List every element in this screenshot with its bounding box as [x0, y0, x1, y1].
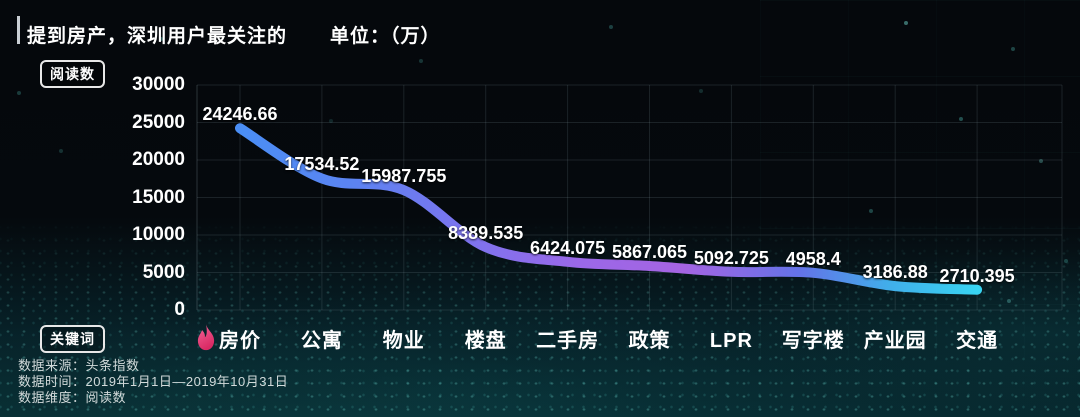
y-tick-label: 10000	[132, 224, 185, 245]
x-axis-label: 房价	[219, 330, 261, 352]
x-axis-label: LPR	[709, 330, 753, 352]
data-label: 5092.725	[693, 247, 769, 268]
data-label: 5867.065	[611, 241, 688, 262]
title-accent-bar	[17, 16, 20, 44]
trend-line	[235, 123, 983, 295]
data-label: 15987.755	[361, 166, 447, 187]
data-label: 6424.075	[530, 237, 606, 258]
data-label: 8389.535	[448, 223, 524, 244]
data-label: 17534.52	[284, 154, 360, 175]
x-axis-label: 政策	[628, 330, 671, 352]
y-tick-label: 5000	[142, 261, 185, 283]
data-label: 2710.395	[939, 265, 1015, 286]
x-axis-label: 楼盘	[464, 330, 507, 352]
flame-icon	[197, 324, 215, 351]
footer-meta: 数据来源：头条指数 数据时间：2019年1月1日—2019年10月31日 数据维…	[18, 358, 288, 406]
x-axis-label: 写字楼	[781, 330, 845, 352]
x-axis-label: 产业园	[863, 330, 927, 352]
x-axis-label: 二手房	[536, 330, 600, 352]
x-axis-label: 物业	[382, 330, 425, 352]
data-label: 4958.4	[785, 248, 841, 269]
y-tick-label: 25000	[132, 111, 185, 133]
y-axis-badge: 阅读数	[40, 60, 105, 88]
y-tick-label: 20000	[132, 149, 185, 170]
unit-label: 单位：（万）	[330, 26, 441, 47]
data-dimension: 数据维度：阅读数	[18, 390, 127, 405]
x-axis-badge: 关键词	[40, 325, 105, 353]
page-title: 提到房产，深圳用户最关注的	[27, 26, 288, 47]
x-axis-label: 公寓	[300, 330, 343, 352]
data-label: 3186.88	[862, 262, 928, 283]
data-source: 数据来源：头条指数	[18, 358, 140, 373]
y-tick-label: 30000	[132, 74, 185, 95]
chart-grid	[196, 84, 1063, 311]
data-time: 数据时间：2019年1月1日—2019年10月31日	[18, 374, 289, 389]
y-tick-label: 15000	[132, 186, 185, 208]
y-tick-label: 0	[174, 299, 185, 320]
data-label: 24246.66	[202, 104, 278, 125]
x-axis-label: 交通	[956, 330, 999, 352]
